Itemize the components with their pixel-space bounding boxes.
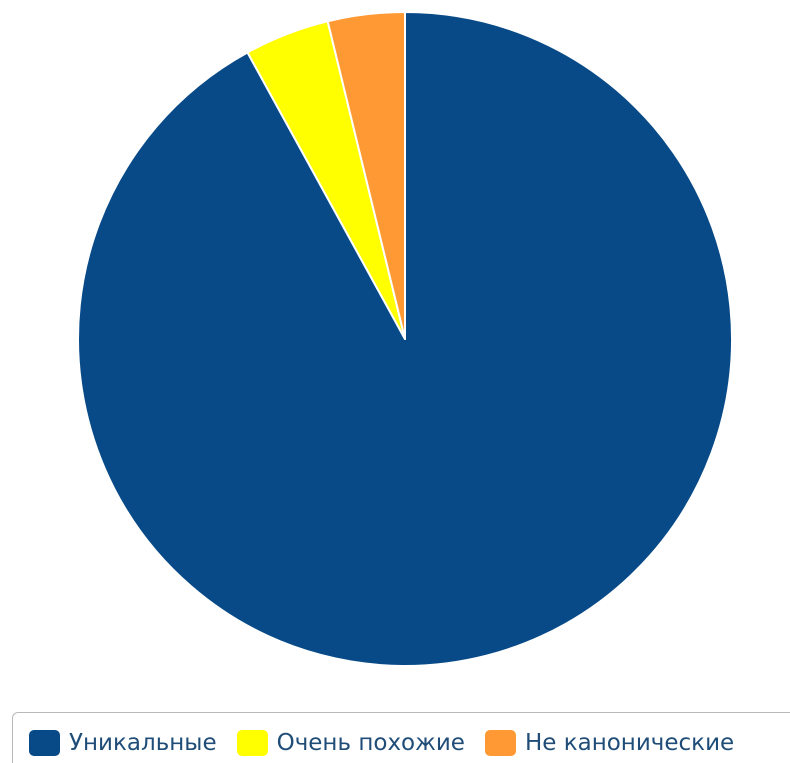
legend-item-unique[interactable]: Уникальные (29, 730, 217, 756)
legend-label-very-similar: Очень похожие (276, 730, 465, 756)
legend-swatch-unique (29, 730, 60, 756)
legend-item-non-canonical[interactable]: Не канонические (484, 730, 735, 756)
legend-swatch-non-canonical (484, 730, 516, 756)
chart-legend: Уникальные Очень похожие Не канонические (12, 712, 790, 763)
legend-swatch-very-similar (236, 730, 268, 756)
pie-slice-non-canonical[interactable] (326, 11, 406, 340)
legend-label-unique: Уникальные (69, 730, 217, 756)
legend-label-non-canonical: Не канонические (524, 730, 735, 756)
pie-chart-plot (77, 11, 733, 667)
legend-item-very-similar[interactable]: Очень похожие (236, 730, 465, 756)
